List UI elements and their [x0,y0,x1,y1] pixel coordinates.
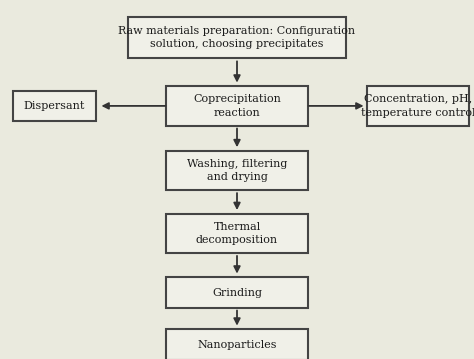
FancyBboxPatch shape [166,214,308,253]
Text: Washing, filtering
and drying: Washing, filtering and drying [187,159,287,182]
Text: Raw materials preparation: Configuration
solution, choosing precipitates: Raw materials preparation: Configuration… [118,26,356,49]
FancyBboxPatch shape [166,277,308,308]
FancyBboxPatch shape [128,17,346,58]
Text: Concentration, pH,
temperature control: Concentration, pH, temperature control [361,94,474,117]
FancyBboxPatch shape [13,91,96,121]
FancyBboxPatch shape [166,151,308,190]
Text: Nanoparticles: Nanoparticles [197,340,277,350]
FancyBboxPatch shape [166,86,308,126]
FancyBboxPatch shape [367,86,469,126]
Text: Grinding: Grinding [212,288,262,298]
Text: Thermal
decomposition: Thermal decomposition [196,222,278,245]
Text: Coprecipitation
reaction: Coprecipitation reaction [193,94,281,117]
FancyBboxPatch shape [166,330,308,359]
Text: Dispersant: Dispersant [24,101,85,111]
